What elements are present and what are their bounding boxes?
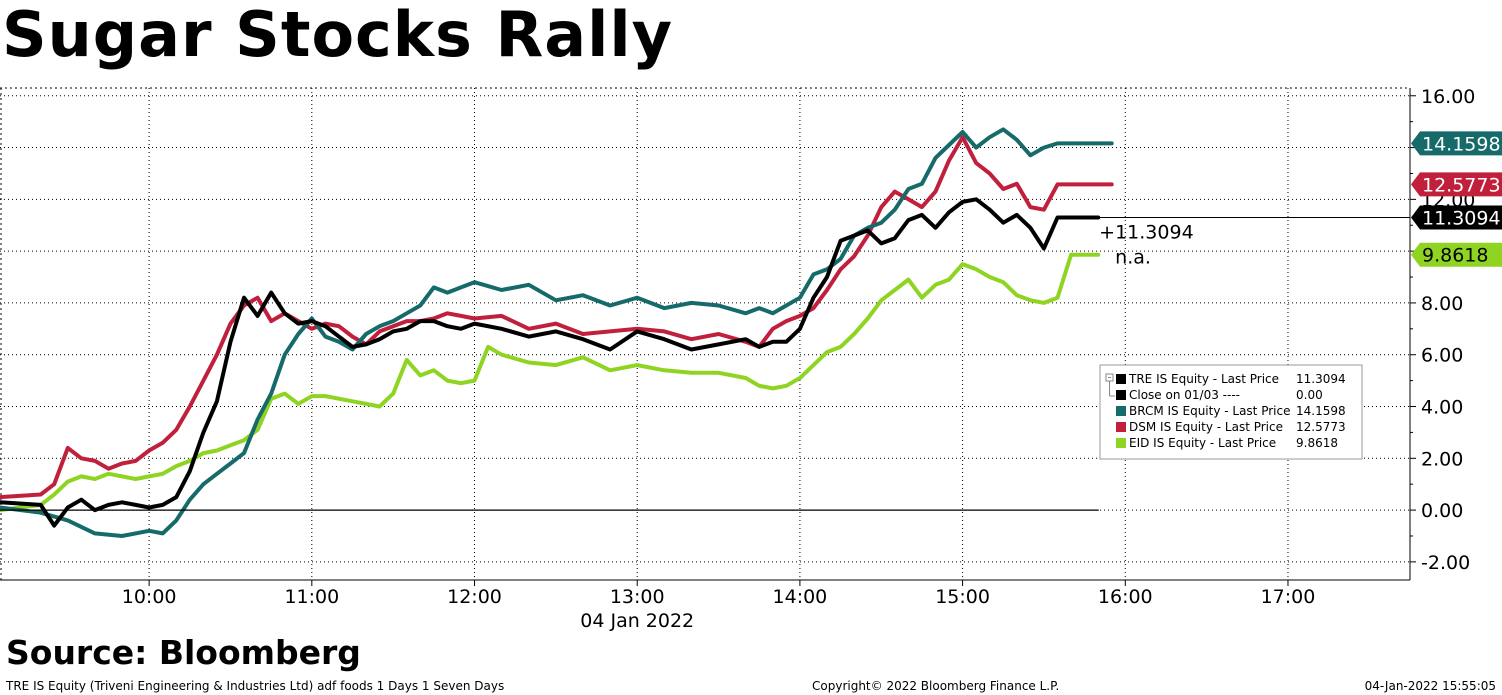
x-tick-label: 17:00 <box>1261 586 1316 608</box>
last-value-tags: 14.1598 12.5773 11.3094 9.8618 <box>1411 131 1502 267</box>
legend-swatch <box>1116 390 1126 400</box>
series-line <box>0 197 1101 528</box>
legend-entry: TRE IS Equity - Last Price <box>1128 372 1279 386</box>
y-tick-label: 0.00 <box>1421 500 1463 522</box>
series-lines <box>0 127 1410 538</box>
legend-entry: DSM IS Equity - Last Price <box>1129 420 1283 434</box>
x-tick-label: 10:00 <box>122 586 177 608</box>
last-value-tag <box>1411 205 1502 230</box>
last-value-tag-label: 9.8618 <box>1422 245 1488 267</box>
footer-left: TRE IS Equity (Triveni Engineering & Ind… <box>6 679 505 693</box>
last-value-tag <box>1411 242 1502 267</box>
annotation-label: +11.3094 <box>1099 221 1194 243</box>
series-line <box>0 252 1101 513</box>
legend-value: 11.3094 <box>1296 372 1346 386</box>
legend-entry: BRCM IS Equity - Last Price <box>1129 404 1290 418</box>
y-tick-label: 2.00 <box>1421 448 1463 470</box>
last-value-tag-label: 14.1598 <box>1422 133 1501 155</box>
legend-value: 9.8618 <box>1296 436 1338 450</box>
x-tick-label: 13:00 <box>610 586 665 608</box>
last-value-tag <box>1411 131 1502 156</box>
chart-title: Sugar Stocks Rally <box>2 0 674 71</box>
last-value-tag <box>1411 172 1502 197</box>
legend-value: 14.1598 <box>1296 404 1346 418</box>
y-tick-label: 4.00 <box>1421 397 1463 419</box>
annotation-label: n.a. <box>1115 247 1151 269</box>
axis-ticks: 16.0014.0012.0010.008.006.004.002.000.00… <box>122 86 1476 632</box>
y-tick-label: 6.00 <box>1421 345 1463 367</box>
legend-value: 0.00 <box>1296 388 1323 402</box>
source-label: Source: Bloomberg <box>6 633 361 672</box>
legend-swatch <box>1116 422 1126 432</box>
x-tick-label: 12:00 <box>447 586 502 608</box>
chart-legend: TRE IS Equity - Last Price 11.3094 Close o… <box>1099 364 1363 460</box>
x-tick-label: 16:00 <box>1098 586 1153 608</box>
chart-annotations: +11.3094 n.a. <box>1099 221 1194 268</box>
y-tick-label: -2.00 <box>1421 552 1470 574</box>
legend-entry: EID IS Equity - Last Price <box>1129 436 1276 450</box>
series-line <box>0 127 1114 538</box>
chart-grid <box>0 88 1410 580</box>
x-tick-label: 11:00 <box>284 586 339 608</box>
last-value-tag-label: 11.3094 <box>1422 207 1501 229</box>
legend-entry: Close on 01/03 ---- <box>1129 388 1240 402</box>
y-tick-label: 8.00 <box>1421 293 1463 315</box>
y-tick-label: 16.00 <box>1421 86 1475 108</box>
footer-timestamp: 04-Jan-2022 15:55:05 <box>1364 679 1496 693</box>
series-line <box>0 135 1114 500</box>
legend-value: 12.5773 <box>1296 420 1346 434</box>
legend-swatch <box>1116 438 1126 448</box>
legend-box <box>1099 364 1363 460</box>
footer-copyright: Copyright© 2022 Bloomberg Finance L.P. <box>812 679 1060 693</box>
x-tick-label: 14:00 <box>773 586 828 608</box>
legend-swatch <box>1116 406 1126 416</box>
legend-swatch <box>1116 374 1126 384</box>
chart-axes <box>0 87 1411 581</box>
last-value-tag-label: 12.5773 <box>1422 174 1501 196</box>
x-tick-label: 15:00 <box>935 586 990 608</box>
x-date-label: 04 Jan 2022 <box>580 610 694 632</box>
